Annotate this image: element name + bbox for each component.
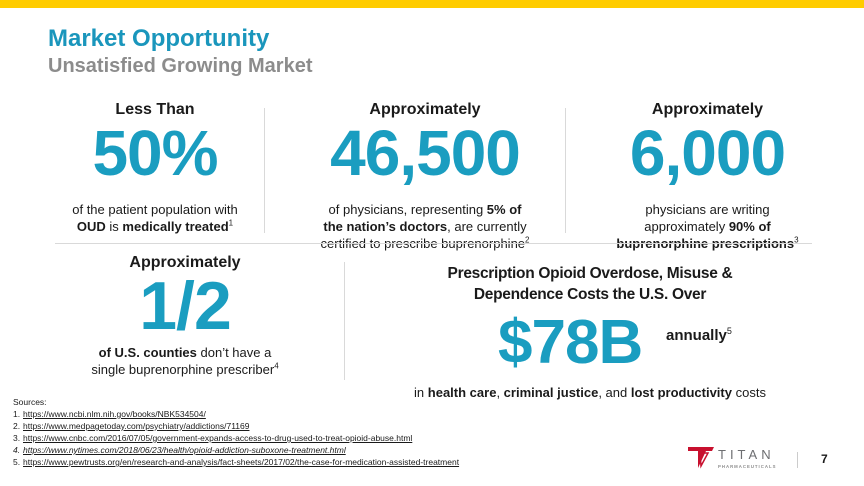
footnote-ref: 2 [525, 235, 530, 245]
stat-description: of U.S. counties don’t have a single bup… [40, 344, 330, 378]
cost-period-text: annually [666, 327, 727, 344]
row-divider [55, 243, 812, 244]
stat-description: of the patient population with OUD is me… [40, 201, 270, 235]
source-link[interactable]: https://www.medpagetoday.com/psychiatry/… [23, 421, 250, 431]
column-divider [565, 108, 566, 233]
stat-description: physicians are writing approximately 90%… [575, 201, 840, 252]
desc-bold: the nation’s doctors [323, 219, 448, 234]
column-divider [264, 108, 265, 233]
top-accent-bar [0, 0, 864, 8]
desc-text: of the patient population with [72, 202, 238, 217]
desc-bold: 5% of [486, 202, 522, 217]
stat-counties: Approximately 1/2 of U.S. counties don’t… [40, 254, 330, 378]
stat-certified-physicians: Approximately 46,500 of physicians, repr… [290, 101, 560, 252]
footnote-ref: 3 [794, 235, 799, 245]
desc-text: , are currently [447, 219, 527, 234]
cost-heading: Prescription Opioid Overdose, Misuse & D… [380, 263, 800, 305]
note-text: , and [598, 385, 631, 400]
logo-tagline: PHARMACEUTICALS [718, 464, 776, 469]
source-number: 1. [13, 409, 21, 419]
source-item: 2. https://www.medpagetoday.com/psychiatr… [13, 420, 459, 432]
desc-text: approximately [644, 219, 729, 234]
source-link[interactable]: https://www.nytimes.com/2018/06/23/healt… [23, 445, 346, 455]
page-title: Market Opportunity [48, 25, 270, 52]
note-bold: health care [427, 385, 497, 400]
stat-label: Approximately [369, 101, 481, 118]
stat-patient-treatment: Less Than 50% of the patient population … [40, 101, 270, 235]
stat-value: 50% [92, 117, 218, 189]
titan-logo-mark-icon: TITAN PHARMACEUTICALS [688, 447, 776, 469]
cost-heading-line: Prescription Opioid Overdose, Misuse & [447, 265, 733, 282]
page-subtitle: Unsatisfied Growing Market [48, 55, 313, 77]
source-number: 2. [13, 421, 21, 431]
stat-label: Approximately [129, 254, 241, 271]
desc-text: physicians are writing [645, 202, 770, 217]
cost-note: in health care, criminal justice, and lo… [380, 385, 800, 400]
footer-divider [797, 452, 798, 468]
page-number: 7 [821, 452, 828, 466]
cost-value: $78B [498, 308, 643, 377]
desc-bold: OUD [76, 219, 106, 234]
sources-section: Sources: 1. https://www.ncbi.nlm.nih.gov/… [13, 396, 459, 468]
footnote-ref: 5 [726, 326, 732, 336]
footnote-ref: 4 [274, 361, 279, 371]
desc-bold: of U.S. counties [98, 345, 197, 360]
source-item: 5. https://www.pewtrusts.org/en/research-… [13, 456, 459, 468]
note-bold: criminal justice [503, 385, 599, 400]
desc-bold: 90% of [728, 219, 771, 234]
source-item: 1. https://www.ncbi.nlm.nih.gov/books/NBK… [13, 408, 459, 420]
desc-text: of physicians, representing [328, 202, 487, 217]
stat-value: 6,000 [629, 117, 786, 189]
source-link[interactable]: https://www.pewtrusts.org/en/research-an… [23, 457, 460, 467]
source-number: 5. [13, 457, 21, 467]
source-number: 4. [13, 445, 21, 455]
stat-prescribing-physicians: Approximately 6,000 physicians are writi… [575, 101, 840, 252]
source-number: 3. [13, 433, 21, 443]
stat-value: 1/2 [139, 268, 232, 344]
source-link[interactable]: https://www.ncbi.nlm.nih.gov/books/NBK53… [23, 409, 206, 419]
note-text: in [414, 385, 428, 400]
source-item: 3. https://www.cnbc.com/2016/07/05/govern… [13, 432, 459, 444]
column-divider [344, 262, 345, 380]
stat-value: 46,500 [330, 117, 521, 189]
logo-wordmark: TITAN [718, 447, 775, 462]
desc-text: is [105, 219, 123, 234]
source-item: 4. https://www.nytimes.com/2018/06/23/hea… [13, 444, 459, 456]
stat-label: Less Than [115, 101, 195, 118]
stat-description: of physicians, representing 5% of the na… [290, 201, 560, 252]
titan-logo: TITAN PHARMACEUTICALS [688, 444, 788, 472]
desc-text: single buprenorphine prescriber [91, 362, 275, 377]
stat-label: Approximately [651, 101, 764, 118]
desc-bold: medically treated [122, 219, 229, 234]
cost-heading-line: Dependence Costs the U.S. Over [473, 286, 707, 303]
cost-period: annually5 [666, 326, 732, 345]
sources-list: 1. https://www.ncbi.nlm.nih.gov/books/NBK… [13, 408, 459, 468]
sources-label: Sources: [13, 397, 47, 407]
footnote-ref: 1 [228, 218, 234, 228]
desc-text: don’t have a [196, 345, 272, 360]
source-link[interactable]: https://www.cnbc.com/2016/07/05/governme… [23, 433, 413, 443]
note-text: , [496, 385, 504, 400]
note-bold: lost productivity [630, 385, 732, 400]
note-text: costs [731, 385, 766, 400]
